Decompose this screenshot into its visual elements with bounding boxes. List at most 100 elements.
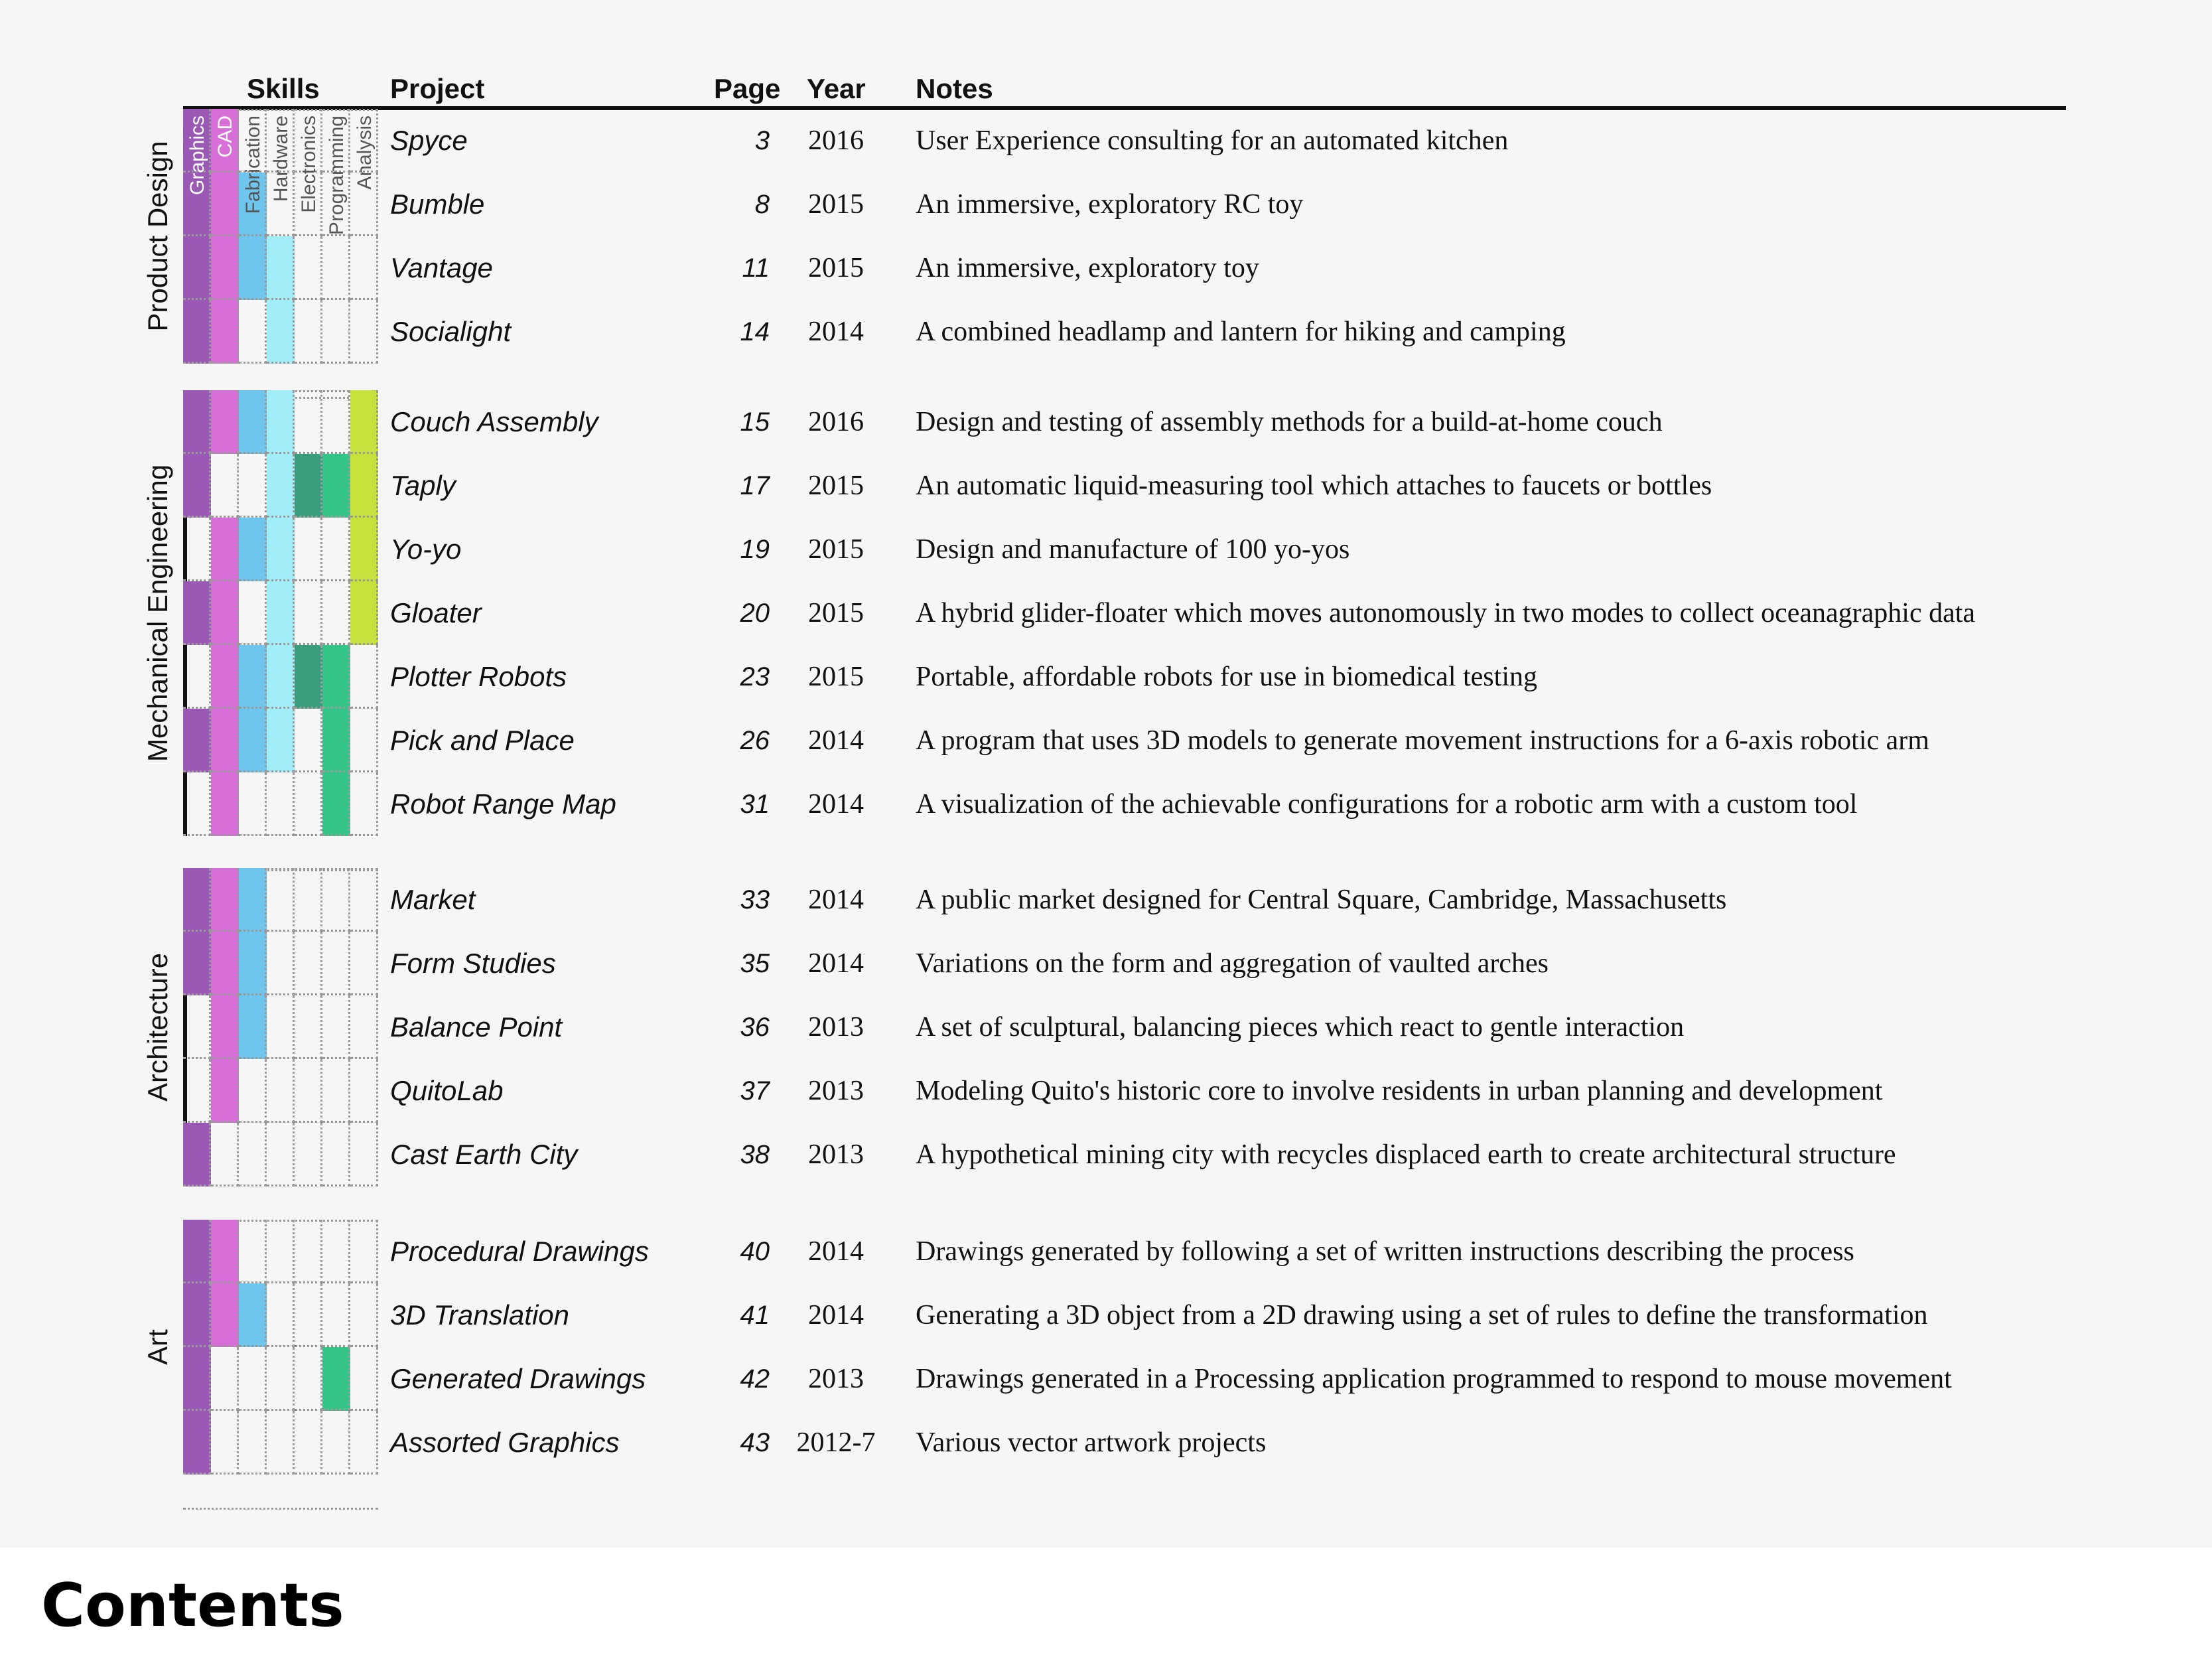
page-number: 3: [754, 126, 770, 155]
skill-cell-fabrication: [239, 868, 267, 932]
skill-cell-hardware: [267, 236, 295, 300]
skill-cell-analysis: [350, 1283, 378, 1347]
project-name: Vantage: [390, 252, 493, 283]
project-notes: Modeling Quito's historic core to involv…: [916, 1076, 1883, 1106]
skill-cell-analysis: [350, 868, 378, 932]
page-number: 41: [740, 1301, 770, 1330]
page-number: 36: [740, 1013, 770, 1042]
project-name: Gloater: [390, 597, 482, 628]
skill-cell-fabrication: [239, 645, 267, 709]
project-name: QuitoLab: [390, 1075, 504, 1106]
year: 2013: [808, 1139, 864, 1170]
year: 2014: [808, 789, 864, 820]
skill-cell-fabrication: [239, 300, 267, 364]
skill-cell-programming: [322, 300, 350, 364]
skill-label-programming: Programming: [326, 115, 348, 236]
skill-cell-analysis: [350, 645, 378, 709]
section-label: Product Design: [142, 141, 173, 332]
skill-cell-graphics: [183, 390, 211, 454]
year: 2015: [808, 253, 864, 283]
skill-cell-fabrication: [239, 454, 267, 518]
year: 2015: [808, 534, 864, 565]
page-number: 17: [740, 471, 770, 500]
skill-cell-cad: [211, 1123, 239, 1187]
skill-cell-fabrication: [239, 932, 267, 995]
project-name: Plotter Robots: [390, 661, 567, 692]
skill-cell-analysis: [350, 1220, 378, 1283]
project-notes: Portable, affordable robots for use in b…: [916, 662, 1537, 692]
project-name: Robot Range Map: [390, 788, 616, 820]
page-number: 37: [740, 1076, 770, 1106]
skill-cell-cad: [211, 300, 239, 364]
skill-cell-fabrication: [239, 995, 267, 1059]
year: 2014: [808, 885, 864, 915]
contents-table: Product Design Spyce 3 2016 User Experience …: [142, 109, 1976, 1510]
page-number: 40: [740, 1237, 770, 1266]
skill-cell-cad: [211, 1283, 239, 1347]
skill-cell-electronics: [295, 236, 322, 300]
project-notes: A hybrid glider-floater which moves auto…: [916, 598, 1976, 628]
skill-cell-programming: [322, 518, 350, 581]
skill-cell-fabrication: [239, 173, 267, 236]
skill-cell-programming: [322, 581, 350, 645]
skill-cell-hardware: [267, 772, 295, 836]
skill-cell-analysis: [350, 300, 378, 364]
skill-cell-electronics: [295, 454, 322, 518]
skill-cell-electronics: [295, 1411, 322, 1475]
skill-cell-programming: [322, 645, 350, 709]
skill-cell-cad: [211, 1411, 239, 1475]
skill-cell-programming: [322, 1411, 350, 1475]
skill-cell-cad: [211, 709, 239, 772]
skill-cell-cad: [211, 772, 239, 836]
project-notes: Drawings generated in a Processing appli…: [916, 1364, 1952, 1394]
skill-cell-graphics: [183, 868, 211, 932]
year: 2015: [808, 598, 864, 628]
skill-label-cad: CAD: [214, 115, 236, 158]
skill-cell-hardware: [267, 454, 295, 518]
page-header: Page: [714, 73, 781, 104]
project-notes: A set of sculptural, balancing pieces wh…: [916, 1012, 1685, 1043]
skill-cell-cad: [211, 995, 239, 1059]
project-name: Procedural Drawings: [390, 1236, 649, 1267]
skill-cell-hardware: [267, 1059, 295, 1123]
project-notes: An immersive, exploratory toy: [916, 253, 1259, 283]
skill-cell-fabrication: [239, 109, 267, 173]
project-header: Project: [390, 73, 485, 104]
contents-panel: Skills Project Page Year Notes Product D…: [142, 73, 2066, 1510]
skill-cell-analysis: [350, 109, 378, 173]
skill-cell-fabrication: [239, 1220, 267, 1283]
skill-cell-programming: [322, 1220, 350, 1283]
section-label: Mechanical Engineering: [142, 464, 173, 762]
skill-cell-graphics: [183, 518, 211, 581]
page-title: Contents: [41, 1571, 344, 1640]
skill-cell-analysis: [350, 1411, 378, 1475]
year: 2014: [808, 1300, 864, 1331]
skill-cell-graphics: [183, 581, 211, 645]
page-number: 35: [740, 949, 770, 978]
skill-cell-electronics: [295, 709, 322, 772]
page-number: 38: [740, 1140, 770, 1169]
skill-cell-fabrication: [239, 1347, 267, 1411]
year: 2013: [808, 1364, 864, 1394]
project-notes: Drawings generated by following a set of…: [916, 1236, 1854, 1267]
skill-cell-graphics: [183, 645, 211, 709]
skill-cell-fabrication: [239, 1411, 267, 1475]
skill-cell-fabrication: [239, 390, 267, 454]
skill-cell-programming: [322, 868, 350, 932]
page-number: 8: [754, 190, 770, 219]
skill-cell-analysis: [350, 173, 378, 236]
section-label: Art: [142, 1329, 173, 1365]
skill-cell-graphics: [183, 1059, 211, 1123]
skill-cell-programming: [322, 109, 350, 173]
project-name: Market: [390, 884, 476, 915]
skill-cell-graphics: [183, 236, 211, 300]
skill-cell-analysis: [350, 772, 378, 836]
skill-cell-graphics: [183, 109, 211, 173]
project-name: Spyce: [390, 125, 468, 156]
project-name: Cast Earth City: [390, 1139, 578, 1170]
skill-cell-hardware: [267, 581, 295, 645]
year-header: Year: [807, 73, 866, 104]
skill-cell-electronics: [295, 772, 322, 836]
page-number: 43: [740, 1428, 770, 1457]
year: 2015: [808, 662, 864, 692]
